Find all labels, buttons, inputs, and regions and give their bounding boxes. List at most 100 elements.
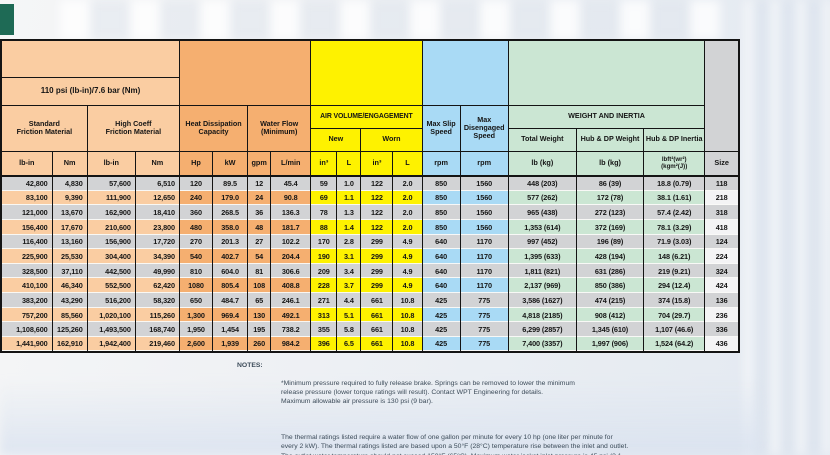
table-cell: 775: [460, 293, 509, 308]
table-cell: 2.0: [392, 176, 423, 191]
table-cell: 168,740: [135, 322, 180, 338]
table-cell: 424: [704, 278, 739, 294]
table-cell: 125,260: [52, 322, 88, 338]
table-cell: 328,500: [1, 263, 53, 279]
table-row: 410,100 46,340 552,500 62,420 1080 805.4 108 40…: [1, 278, 739, 294]
table-cell: 9,390: [52, 190, 88, 206]
unit-header: in³: [310, 150, 338, 177]
table-cell: 318: [704, 205, 739, 220]
table-cell: 13,160: [52, 234, 88, 250]
table-cell: 120: [179, 176, 214, 191]
table-cell: 196 (89): [576, 234, 645, 250]
table-cell: 240: [179, 190, 214, 206]
col-header-air-volume: AIR VOLUME/ENGAGEMENT: [310, 104, 423, 129]
unit-header: L: [392, 150, 423, 177]
table-cell: 1560: [460, 219, 509, 235]
table-row: 121,000 13,670 162,900 18,410 360 268.5 36 136.…: [1, 205, 739, 220]
table-cell: 428 (194): [576, 249, 645, 264]
table-cell: 425: [422, 337, 461, 352]
table-cell: 1,395 (633): [508, 249, 577, 264]
table-cell: 172 (78): [576, 190, 645, 206]
table-cell: 1,020,100: [87, 307, 136, 323]
table-cell: 661: [360, 307, 394, 323]
table-cell: 324: [704, 263, 739, 279]
table-cell: 418: [704, 219, 739, 235]
table-cell: 442,500: [87, 263, 136, 279]
table-cell: 43,290: [52, 293, 88, 308]
table-cell: 10.8: [392, 322, 423, 338]
background-streak: [60, 0, 720, 40]
table-cell: 4.9: [392, 278, 423, 294]
table-cell: 179.0: [212, 190, 249, 206]
table-cell: 313: [310, 307, 338, 323]
table-cell: 2.0: [392, 190, 423, 206]
table-cell: 4.9: [392, 234, 423, 250]
table-cell: 2,137 (969): [508, 278, 577, 294]
unit-header: rpm: [459, 150, 509, 177]
table-cell: 78: [310, 205, 338, 220]
header-band-air: [310, 39, 423, 106]
table-cell: 260: [247, 337, 272, 352]
table-cell: 1560: [460, 176, 509, 191]
table-cell: 57.4 (2.42): [643, 205, 706, 220]
table-cell: 86 (39): [576, 176, 645, 191]
table-cell: 42,800: [1, 176, 53, 191]
table-cell: 1560: [460, 205, 509, 220]
table-cell: 85,560: [52, 307, 88, 323]
col-header-water-flow: Water Flow (Minimum): [247, 104, 312, 152]
table-cell: 540: [179, 249, 214, 264]
table-cell: 162,910: [52, 337, 88, 352]
col-header-total-weight: Total Weight: [507, 127, 577, 152]
table-cell: 738.2: [270, 322, 312, 338]
col-header-max-disengaged-speed: Max Disengaged Speed: [459, 104, 509, 152]
table-cell: 121,000: [1, 205, 53, 220]
table-cell: 195: [247, 322, 272, 338]
col-header-hub-dp-weight: Hub & DP Weight: [575, 127, 645, 152]
table-cell: 10.8: [392, 293, 423, 308]
table-cell: 805.4: [212, 278, 249, 294]
table-cell: 12,650: [135, 190, 180, 206]
unit-header: lbft²(wr²) (kgm²(J)): [643, 150, 706, 177]
table-cell: 115,260: [135, 307, 180, 323]
table-cell: 372 (169): [576, 219, 645, 235]
table-cell: 1080: [179, 278, 214, 294]
table-cell: 661: [360, 322, 394, 338]
table-cell: 299: [360, 263, 394, 279]
table-cell: 4,818 (2185): [508, 307, 577, 323]
table-cell: 7,400 (3357): [508, 337, 577, 352]
table-cell: 4.4: [336, 293, 362, 308]
table-cell: 1,300: [179, 307, 214, 323]
table-cell: 1560: [460, 190, 509, 206]
header-band-size: [704, 39, 740, 152]
unit-header: rpm: [421, 150, 461, 177]
table-cell: 271: [310, 293, 338, 308]
table-cell: 90.8: [270, 190, 312, 206]
table-cell: 1,493,500: [87, 322, 136, 338]
table-cell: 661: [360, 293, 394, 308]
table-cell: 474 (215): [576, 293, 645, 308]
table-cell: 24: [247, 190, 272, 206]
table-cell: 850 (386): [576, 278, 645, 294]
table-cell: 225,900: [1, 249, 53, 264]
table-cell: 1,811 (821): [508, 263, 577, 279]
table-cell: 156,400: [1, 219, 53, 235]
col-header-weight-inertia: WEIGHT AND INERTIA: [507, 104, 706, 129]
table-cell: 410,100: [1, 278, 53, 294]
table-cell: 304,400: [87, 249, 136, 264]
table-cell: 355: [310, 322, 338, 338]
table-cell: 299: [360, 234, 394, 250]
table-cell: 640: [422, 234, 461, 250]
unit-header: Nm: [134, 150, 180, 177]
table-cell: 640: [422, 249, 461, 264]
table-cell: 1,524 (64.2): [643, 337, 706, 352]
table-cell: 236: [704, 307, 739, 323]
table-cell: 272 (123): [576, 205, 645, 220]
notes-section: NOTES: *Minimum pressure required to ful…: [237, 360, 677, 455]
table-row: 1,108,600 125,260 1,493,500 168,740 1,950 1,4…: [1, 322, 739, 338]
background-streak: [745, 0, 830, 455]
table-cell: 10.8: [392, 307, 423, 323]
unit-header: lb-in: [0, 150, 53, 177]
table-cell: 1,939: [212, 337, 249, 352]
table-cell: 604.0: [212, 263, 249, 279]
col-header-high-coeff-friction: High Coeff Friction Material: [86, 104, 180, 152]
